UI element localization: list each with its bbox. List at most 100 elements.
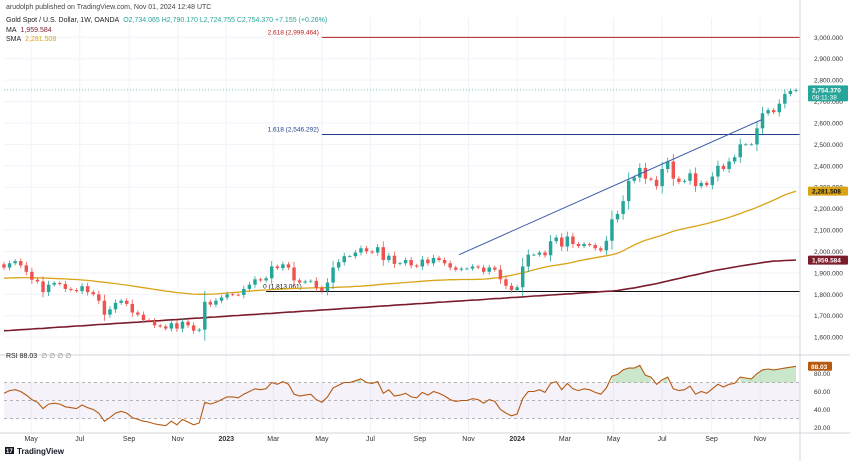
candle-body (208, 301, 213, 305)
candle-body (777, 103, 781, 113)
candle-body (336, 262, 341, 268)
ma-legend[interactable]: MA 1,959.584 (6, 27, 52, 34)
candle-body (749, 144, 754, 146)
candle-body (543, 252, 547, 256)
candle-body (470, 266, 475, 269)
candle-body (487, 267, 491, 272)
rsi-tick-label: 40.00 (814, 407, 831, 414)
candle-body (158, 325, 162, 327)
candle-body (325, 282, 330, 292)
candle-body (677, 178, 681, 182)
y-tick-label: 1,600.000 (814, 335, 843, 342)
candle-body (74, 290, 79, 292)
candle-body (169, 323, 174, 329)
candle-body (604, 240, 609, 251)
candle-body (565, 236, 570, 247)
candle-body (643, 167, 648, 179)
x-tick-label: May (24, 436, 38, 443)
fib-level-label: 1.618 (2,546.292) (268, 126, 319, 133)
candle-body (671, 161, 676, 179)
candle-body (97, 294, 101, 301)
candle-body (448, 263, 452, 268)
candle-body (431, 257, 436, 264)
x-tick-label: Nov (171, 436, 184, 443)
candle-body (493, 267, 497, 270)
candle-body (771, 110, 776, 113)
candle-body (732, 157, 737, 162)
rsi-pane (3, 364, 800, 427)
candle-body (481, 267, 486, 272)
candle-body (599, 248, 603, 251)
candle-body (269, 266, 274, 279)
candle-body (13, 261, 17, 264)
candle-body (794, 89, 798, 91)
x-tick-label: Jul (366, 436, 375, 443)
x-tick-label: Nov (462, 436, 475, 443)
candle-body (721, 165, 726, 170)
candle-body (24, 265, 29, 272)
candle-body (247, 284, 252, 289)
rsi-overbought-fill (740, 366, 796, 383)
rsi-badge-label: 88.03 (811, 364, 828, 371)
x-tick-label: Sep (414, 436, 427, 443)
candle-body (113, 302, 118, 310)
candle-body (191, 325, 196, 331)
candle-body (253, 279, 257, 285)
candle-body (203, 301, 207, 330)
candle-body (716, 165, 720, 177)
sma-legend[interactable]: SMA 2,281.508 (6, 36, 56, 43)
candle-body (420, 259, 425, 267)
rsi-line (3, 364, 797, 427)
rsi-legend[interactable]: RSI 88.03 ∅ ∅ ∅ ∅ (6, 353, 71, 360)
candle-body (398, 263, 402, 265)
x-tick-label: May (315, 436, 329, 443)
candle-body (63, 284, 68, 289)
y-tick-label: 2,900.000 (814, 56, 843, 63)
countdown-label: 08:11:38 (812, 94, 837, 101)
candle-body (309, 280, 313, 282)
candle-body (403, 260, 408, 264)
candle-body (164, 326, 168, 329)
candle-body (359, 248, 363, 253)
candle-body (275, 266, 280, 269)
x-tick-label: Sep (705, 436, 718, 443)
candle-body (465, 268, 469, 270)
candles (2, 88, 798, 341)
candle-body (710, 176, 715, 186)
candle-body (548, 241, 553, 256)
rsi-overbought-fill (662, 377, 668, 383)
candle-body (375, 247, 380, 253)
candle-body (242, 288, 246, 295)
candle-body (85, 286, 90, 293)
candle-body (582, 243, 586, 247)
candle-body (225, 294, 229, 298)
candle-body (738, 144, 742, 158)
candle-body (576, 243, 581, 247)
candle-body (342, 256, 346, 263)
y-tick-label: 1,900.000 (814, 270, 843, 277)
candle-body (102, 300, 107, 315)
candle-body (632, 177, 636, 181)
x-tick-label: Mar (267, 436, 280, 443)
candle-body (571, 236, 575, 244)
candle-body (46, 284, 51, 293)
candle-body (314, 280, 319, 288)
candle-body (320, 287, 324, 292)
y-tick-label: 2,000.000 (814, 249, 843, 256)
candle-body (197, 329, 201, 331)
candle-body (442, 260, 447, 264)
candle-body (415, 265, 419, 267)
candle-body (587, 243, 592, 246)
candle-body (180, 321, 185, 329)
price-badge (808, 85, 848, 102)
candle-body (409, 260, 413, 266)
x-tick-label: Jul (75, 436, 84, 443)
candle-body (292, 267, 296, 281)
y-tick-label: 2,600.000 (814, 120, 843, 127)
candle-body (258, 279, 263, 281)
candle-body (610, 219, 614, 241)
candle-body (638, 167, 642, 178)
candle-body (80, 286, 84, 292)
x-tick-label: 2024 (509, 436, 525, 443)
candle-body (526, 254, 531, 267)
